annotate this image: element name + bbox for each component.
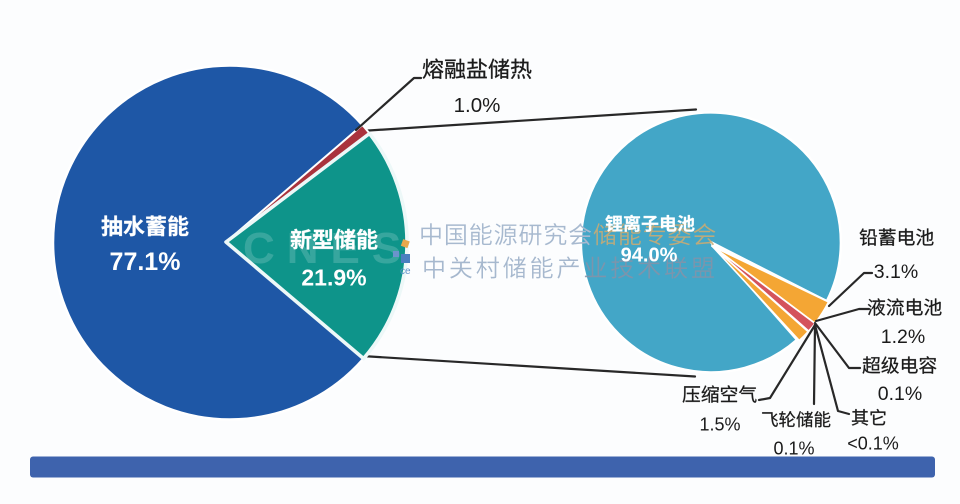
svg-text:1.5%: 1.5% (699, 414, 740, 434)
svg-text:1.2%: 1.2% (881, 326, 925, 348)
svg-text:ce: ce (400, 266, 411, 277)
svg-text:3.1%: 3.1% (874, 261, 918, 283)
svg-text:1.0%: 1.0% (454, 94, 501, 117)
svg-text:0.1%: 0.1% (878, 383, 922, 405)
svg-text:<0.1%: <0.1% (847, 434, 899, 454)
svg-text:21.9%: 21.9% (301, 264, 366, 290)
svg-text:77.1%: 77.1% (110, 248, 181, 276)
svg-text:CNESA: CNESA (243, 224, 457, 273)
svg-text:94.0%: 94.0% (621, 244, 678, 266)
svg-text:0.1%: 0.1% (773, 438, 814, 458)
